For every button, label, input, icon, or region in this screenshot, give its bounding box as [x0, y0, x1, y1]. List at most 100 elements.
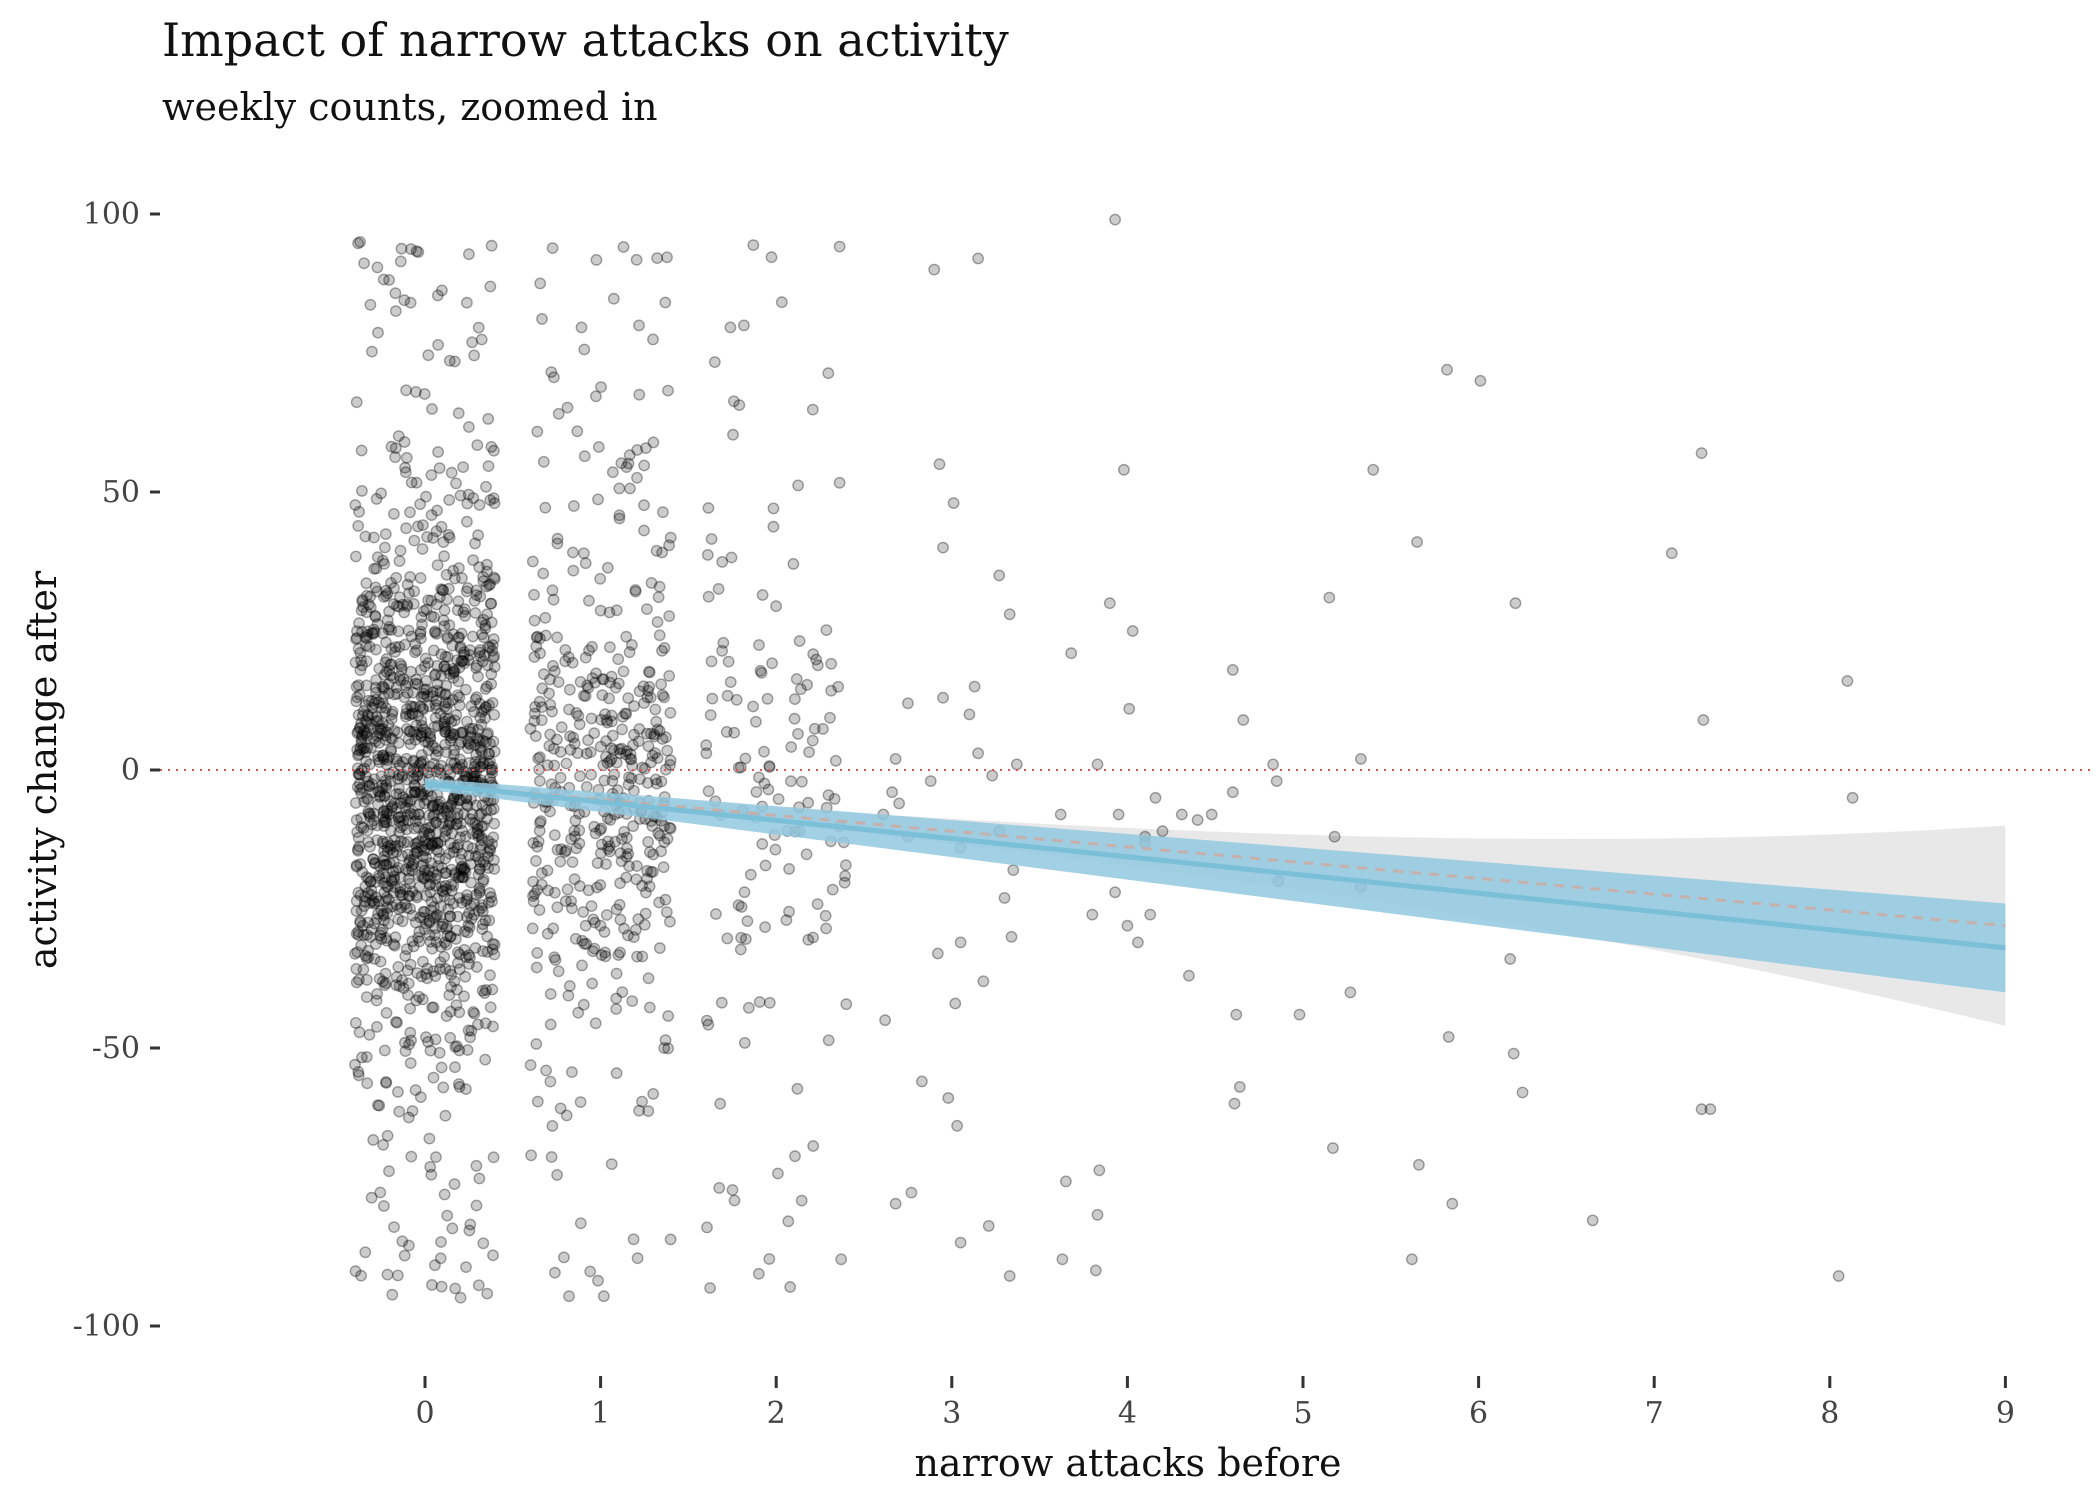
- data-point: [487, 492, 500, 505]
- x-tick-label: 4: [1118, 1396, 1137, 1431]
- data-point: [373, 1099, 386, 1112]
- data-point: [362, 944, 375, 957]
- data-point: [469, 770, 481, 783]
- data-point: [1704, 1103, 1717, 1116]
- data-point: [357, 725, 370, 737]
- data-point: [1442, 1031, 1455, 1043]
- data-point: [597, 1290, 610, 1303]
- data-point: [479, 1053, 492, 1066]
- data-point: [389, 931, 402, 944]
- data-point: [349, 947, 361, 960]
- data-point: [379, 895, 392, 907]
- data-point: [527, 875, 539, 888]
- data-point: [810, 653, 823, 666]
- data-point: [622, 848, 635, 860]
- data-point: [399, 679, 412, 692]
- data-point: [452, 407, 465, 420]
- data-point: [460, 911, 473, 923]
- data-point: [889, 753, 902, 765]
- data-point: [438, 805, 451, 818]
- data-point: [402, 733, 415, 745]
- data-point: [359, 699, 372, 712]
- data-point: [435, 811, 448, 824]
- data-point: [449, 1041, 462, 1053]
- data-point: [443, 531, 456, 544]
- data-point: [369, 891, 382, 904]
- data-point: [487, 854, 500, 867]
- data-point: [592, 441, 605, 453]
- data-point: [602, 843, 614, 855]
- data-point: [409, 677, 422, 690]
- data-point: [769, 843, 782, 856]
- data-point: [473, 1172, 486, 1185]
- data-point: [641, 603, 653, 615]
- data-point: [410, 889, 423, 902]
- data-point: [482, 460, 495, 472]
- data-point: [488, 573, 501, 585]
- data-point: [358, 257, 370, 270]
- data-point: [468, 739, 481, 751]
- data-point: [452, 794, 465, 807]
- data-point: [364, 298, 377, 311]
- data-point: [1156, 825, 1169, 838]
- data-point: [472, 733, 485, 746]
- data-point: [592, 493, 604, 506]
- data-point: [398, 691, 411, 704]
- data-point: [360, 606, 373, 619]
- data-point: [1832, 1270, 1845, 1282]
- data-point: [385, 875, 398, 888]
- data-point: [1367, 463, 1380, 476]
- data-point: [377, 837, 389, 850]
- data-point: [434, 707, 447, 720]
- data-point: [577, 906, 590, 918]
- data-point: [448, 757, 461, 770]
- data-point: [448, 975, 461, 988]
- data-point: [403, 796, 416, 808]
- data-point: [641, 872, 653, 885]
- data-point: [467, 492, 480, 504]
- data-point: [427, 866, 440, 878]
- data-point: [1109, 886, 1122, 899]
- data-point: [1841, 675, 1854, 687]
- data-point: [356, 625, 368, 638]
- data-point: [357, 743, 369, 756]
- data-point: [400, 863, 412, 876]
- data-point: [437, 885, 449, 898]
- data-point: [658, 691, 670, 704]
- data-point: [475, 831, 488, 844]
- data-point: [479, 914, 492, 927]
- data-point: [546, 1120, 559, 1132]
- data-point: [481, 608, 493, 621]
- data-point: [402, 873, 415, 885]
- data-point: [369, 609, 382, 622]
- data-point: [452, 1078, 465, 1091]
- data-point: [423, 828, 436, 841]
- data-point: [1267, 758, 1280, 771]
- data-point: [392, 913, 405, 926]
- data-point: [425, 857, 438, 870]
- data-point: [416, 720, 428, 732]
- data-point: [397, 982, 410, 994]
- data-point: [560, 844, 573, 857]
- data-point: [714, 1097, 727, 1110]
- data-point: [664, 706, 677, 719]
- data-point: [392, 773, 404, 785]
- data-point: [629, 924, 642, 936]
- data-point: [399, 1045, 412, 1058]
- data-point: [485, 239, 498, 252]
- data-point: [378, 558, 391, 570]
- data-point: [533, 763, 545, 776]
- data-point: [568, 873, 581, 886]
- data-point: [367, 628, 380, 640]
- data-point: [479, 712, 491, 724]
- data-point: [527, 890, 539, 902]
- data-point: [479, 736, 492, 748]
- data-point: [560, 757, 573, 770]
- data-point: [477, 873, 490, 886]
- data-point: [793, 635, 806, 647]
- data-point: [380, 805, 393, 818]
- data-point: [425, 1279, 438, 1291]
- data-point: [379, 859, 392, 871]
- data-point: [351, 625, 363, 637]
- data-point: [372, 750, 384, 762]
